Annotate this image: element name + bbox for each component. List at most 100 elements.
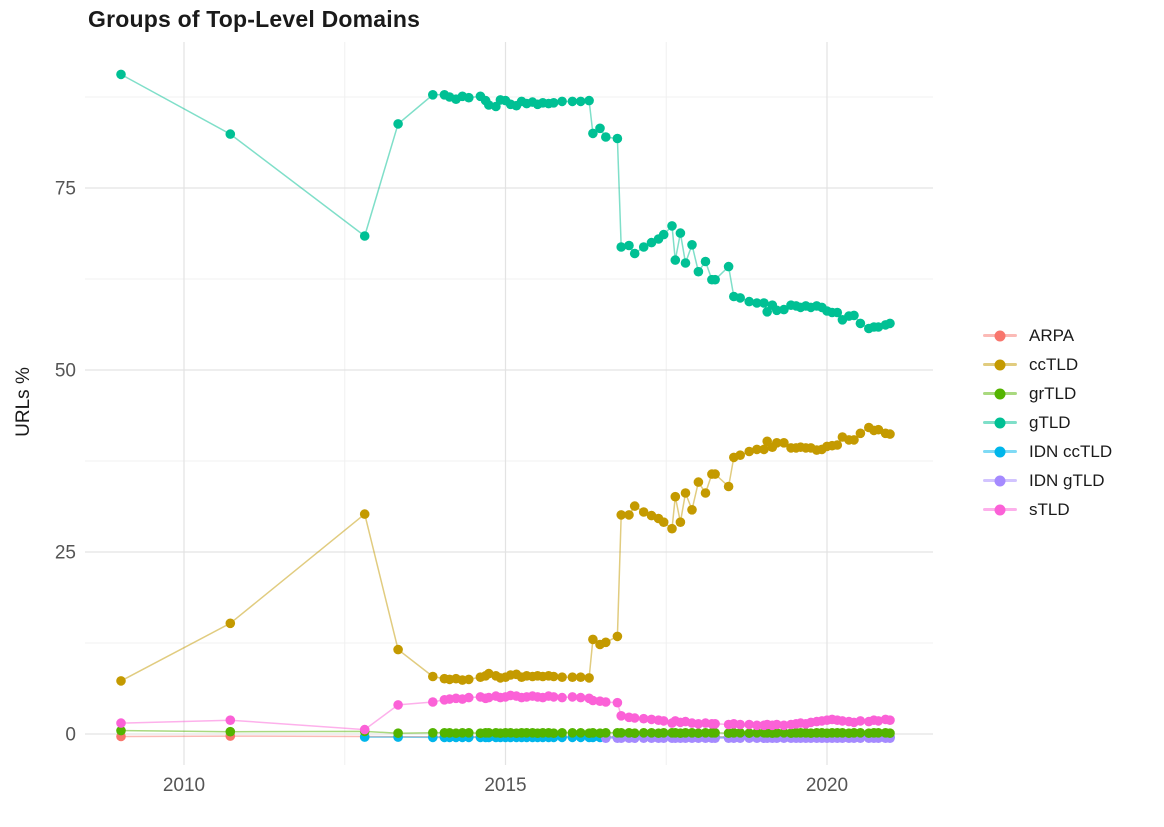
data-point (675, 517, 686, 527)
data-point (680, 488, 691, 498)
data-point (557, 672, 567, 682)
data-point (744, 719, 754, 730)
y-tick-label-50: 50 (55, 361, 76, 382)
data-point (629, 728, 640, 738)
data-point (612, 697, 623, 708)
data-point (687, 505, 697, 515)
data-point (779, 438, 789, 448)
data-point (762, 307, 772, 317)
data-point (779, 304, 789, 315)
legend-label: ccTLD (1029, 354, 1079, 374)
data-point (567, 96, 578, 107)
y-tick-label-0: 0 (65, 725, 76, 746)
data-point (575, 672, 586, 682)
x-tick-label-2015: 2015 (484, 775, 526, 796)
data-point (612, 133, 623, 144)
data-point (700, 256, 711, 267)
legend-key (983, 330, 1017, 342)
data-point (873, 728, 884, 738)
legend-entry-IDN-gTLD: IDN gTLD (983, 466, 1112, 495)
legend: ARPA ccTLD grTLD gTLD IDN ccTLD IDN gTLD sTLD (983, 321, 1112, 524)
data-point (595, 123, 605, 134)
data-point (638, 242, 649, 252)
data-point (588, 128, 598, 139)
data-point (779, 720, 789, 731)
data-point (855, 428, 866, 439)
data-point (616, 728, 626, 738)
data-point (601, 697, 611, 707)
data-point (885, 728, 895, 738)
data-point (873, 424, 884, 435)
data-point (116, 69, 126, 80)
legend-key (983, 359, 1017, 371)
data-point (624, 240, 634, 251)
legend-key (983, 417, 1017, 429)
data-point (601, 132, 611, 142)
data-point (225, 726, 236, 737)
chart-title: Groups of Top-Level Domains (88, 6, 421, 32)
data-point (735, 719, 745, 730)
data-point (772, 719, 782, 730)
series-ccTLD (116, 422, 895, 686)
data-point (601, 728, 611, 738)
legend-key-dot (994, 388, 1006, 399)
data-point (624, 510, 634, 520)
data-point (428, 90, 438, 100)
data-point (723, 261, 734, 272)
data-point (638, 507, 649, 517)
data-point (849, 310, 859, 321)
legend-entry-sTLD: sTLD (983, 495, 1112, 524)
data-point (744, 446, 754, 457)
data-point (557, 692, 567, 703)
data-point (680, 258, 691, 268)
data-point (779, 728, 789, 738)
data-point (735, 450, 745, 461)
legend-entry-grTLD: grTLD (983, 379, 1112, 408)
data-point (464, 92, 474, 103)
data-point (428, 671, 438, 682)
data-point (393, 644, 403, 655)
data-point (616, 242, 626, 252)
legend-key (983, 504, 1017, 516)
data-point (759, 298, 769, 308)
data-point (588, 728, 598, 738)
data-point (710, 719, 720, 729)
data-point (855, 728, 866, 738)
data-point (464, 692, 474, 703)
data-point (575, 96, 586, 107)
legend-key-dot (994, 330, 1006, 341)
data-point (428, 728, 438, 738)
data-point (116, 718, 126, 728)
data-point (359, 231, 370, 241)
data-point (584, 95, 594, 106)
data-point (752, 298, 762, 308)
x-tick-label-2020: 2020 (806, 775, 848, 796)
data-point (667, 221, 677, 231)
data-point (658, 229, 669, 240)
data-point (629, 713, 640, 723)
legend-key-dot (994, 359, 1006, 370)
data-point (616, 711, 626, 721)
data-point (849, 435, 859, 445)
legend-label: gTLD (1029, 412, 1071, 432)
data-point (744, 728, 754, 738)
legend-key-dot (994, 446, 1006, 457)
data-point (832, 307, 843, 318)
data-point (225, 715, 236, 725)
data-point (735, 293, 745, 303)
data-point (428, 697, 438, 707)
data-point (693, 728, 704, 738)
data-point (687, 240, 697, 250)
data-point (658, 728, 669, 738)
legend-label: ARPA (1029, 325, 1075, 345)
data-point (752, 720, 762, 731)
data-point (885, 715, 895, 725)
data-point (723, 481, 734, 492)
data-point (116, 725, 126, 736)
data-point (629, 248, 640, 259)
data-point (638, 713, 649, 724)
data-point (116, 676, 126, 686)
legend-key (983, 388, 1017, 400)
